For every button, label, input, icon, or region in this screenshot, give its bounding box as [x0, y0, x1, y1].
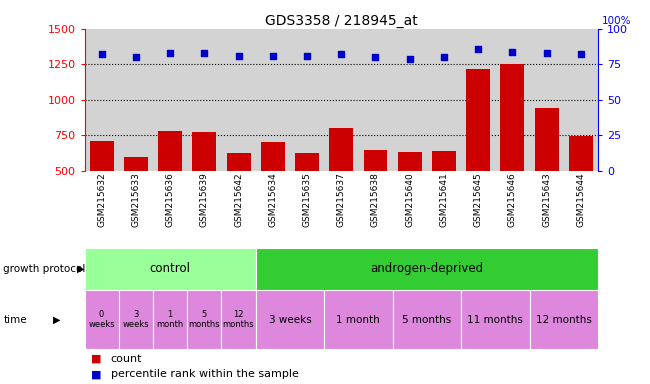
Bar — [255, 290, 324, 349]
Text: GSM215634: GSM215634 — [268, 172, 278, 227]
Bar — [153, 290, 187, 349]
Text: GSM215644: GSM215644 — [577, 172, 586, 227]
Bar — [500, 64, 525, 171]
Bar — [569, 136, 593, 171]
Bar — [158, 131, 182, 171]
Bar — [363, 150, 387, 171]
Text: growth protocol: growth protocol — [3, 264, 86, 274]
Text: percentile rank within the sample: percentile rank within the sample — [111, 369, 298, 379]
Bar — [124, 157, 148, 171]
Text: 11 months: 11 months — [467, 314, 523, 325]
Text: androgen-deprived: androgen-deprived — [370, 262, 484, 275]
Text: GSM215638: GSM215638 — [371, 172, 380, 227]
Text: ▶: ▶ — [53, 314, 61, 325]
Bar — [119, 290, 153, 349]
Bar — [393, 290, 461, 349]
Title: GDS3358 / 218945_at: GDS3358 / 218945_at — [265, 14, 417, 28]
Bar — [84, 290, 119, 349]
Bar — [530, 290, 598, 349]
Point — [576, 51, 586, 58]
Text: ▶: ▶ — [77, 264, 85, 274]
Bar — [222, 290, 255, 349]
Text: GSM215641: GSM215641 — [439, 172, 448, 227]
Text: GSM215636: GSM215636 — [166, 172, 175, 227]
Bar — [84, 248, 255, 290]
Text: GSM215645: GSM215645 — [474, 172, 483, 227]
Point — [541, 50, 552, 56]
Text: 12
months: 12 months — [223, 310, 254, 329]
Point — [233, 53, 244, 59]
Text: GSM215646: GSM215646 — [508, 172, 517, 227]
Text: GSM215633: GSM215633 — [131, 172, 140, 227]
Text: 0
weeks: 0 weeks — [88, 310, 115, 329]
Point — [439, 54, 449, 60]
Bar — [261, 142, 285, 171]
Bar — [330, 128, 353, 171]
Bar — [324, 290, 393, 349]
Bar — [90, 141, 114, 171]
Bar — [255, 248, 598, 290]
Bar — [466, 69, 490, 171]
Text: 3 weeks: 3 weeks — [268, 314, 311, 325]
Text: GSM215632: GSM215632 — [97, 172, 106, 227]
Text: 1
month: 1 month — [157, 310, 184, 329]
Bar — [461, 290, 530, 349]
Point — [404, 56, 415, 62]
Text: GSM215637: GSM215637 — [337, 172, 346, 227]
Point — [165, 50, 176, 56]
Text: 5
months: 5 months — [188, 310, 220, 329]
Text: GSM215643: GSM215643 — [542, 172, 551, 227]
Bar — [432, 151, 456, 171]
Point — [370, 54, 381, 60]
Bar — [295, 153, 319, 171]
Point — [336, 51, 346, 58]
Point — [199, 50, 209, 56]
Bar — [187, 290, 222, 349]
Point — [507, 48, 517, 55]
Text: count: count — [111, 354, 142, 364]
Point — [302, 53, 312, 59]
Text: 12 months: 12 months — [536, 314, 592, 325]
Text: ■: ■ — [91, 369, 101, 379]
Point — [473, 46, 484, 52]
Text: GSM215635: GSM215635 — [302, 172, 311, 227]
Text: 1 month: 1 month — [337, 314, 380, 325]
Text: 5 months: 5 months — [402, 314, 452, 325]
Bar — [535, 108, 558, 171]
Text: GSM215639: GSM215639 — [200, 172, 209, 227]
Text: ■: ■ — [91, 354, 101, 364]
Bar — [227, 153, 250, 171]
Bar — [192, 132, 216, 171]
Point — [96, 51, 107, 58]
Text: GSM215640: GSM215640 — [405, 172, 414, 227]
Point — [131, 54, 141, 60]
Text: time: time — [3, 314, 27, 325]
Text: control: control — [150, 262, 190, 275]
Text: 100%: 100% — [602, 16, 632, 26]
Bar — [398, 152, 422, 171]
Point — [268, 53, 278, 59]
Text: GSM215642: GSM215642 — [234, 172, 243, 227]
Text: 3
weeks: 3 weeks — [123, 310, 149, 329]
